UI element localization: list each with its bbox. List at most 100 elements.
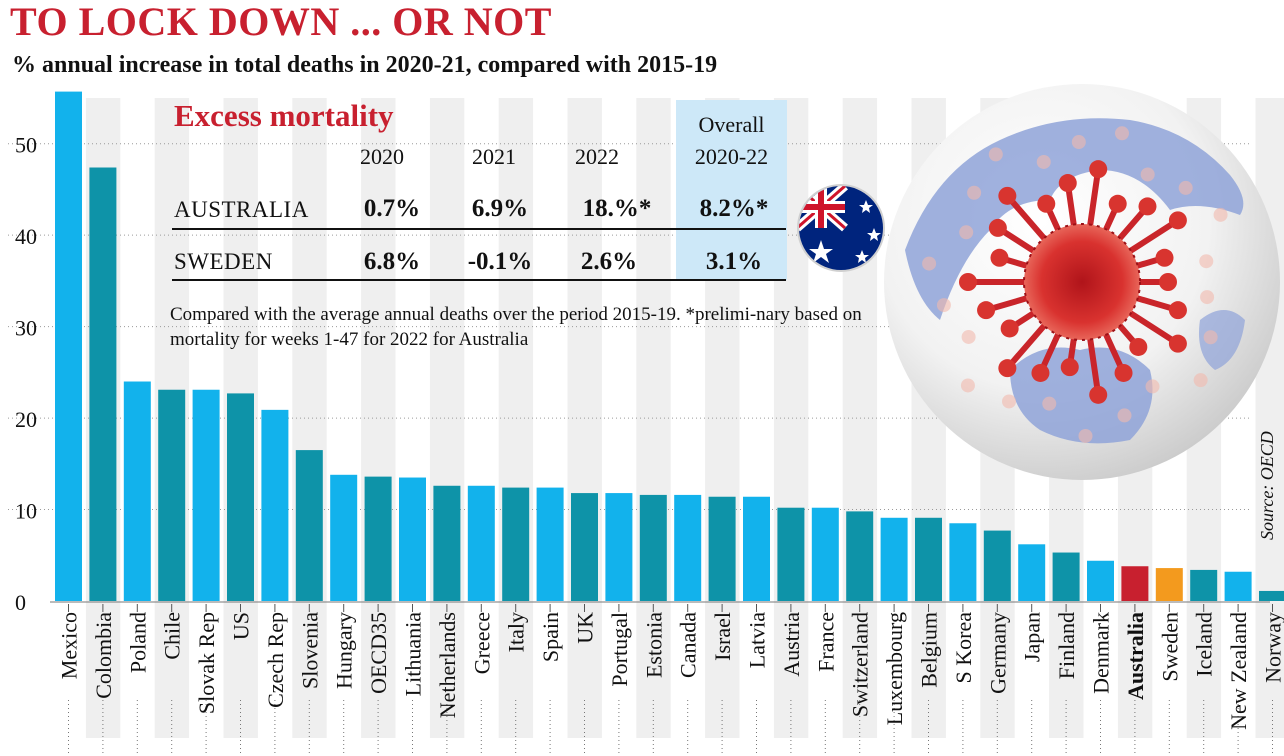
virus-halo <box>1117 408 1132 423</box>
x-tick-label: UK <box>573 612 598 644</box>
virus-spike <box>1086 330 1102 398</box>
y-tick-label: 30 <box>15 316 37 341</box>
bar-us <box>227 393 254 601</box>
bar-colombia <box>89 167 117 602</box>
virus-spike-head <box>977 301 996 320</box>
bar-austria <box>777 507 805 601</box>
virus-halo <box>1199 254 1214 269</box>
bar-chile <box>158 389 186 601</box>
virus-spike-head <box>988 218 1007 237</box>
x-tick-label: Switzerland <box>848 612 873 717</box>
x-tick-label: Luxembourg <box>882 612 907 725</box>
bar-uk <box>571 493 598 601</box>
table-row-country: AUSTRALIA <box>174 197 309 222</box>
virus-halo <box>1200 290 1215 305</box>
bar-slovenia <box>295 450 323 601</box>
bar-switzerland <box>846 511 874 601</box>
x-tick-label: Israel <box>710 612 735 661</box>
virus-halo <box>1115 126 1130 141</box>
x-tick-label: OECD35 <box>366 612 391 694</box>
virus-spike <box>1004 192 1051 246</box>
virus-spike-head <box>1031 363 1050 382</box>
bar-lithuania <box>399 477 426 601</box>
bar-portugal <box>605 493 633 601</box>
virus-halo <box>1002 394 1017 409</box>
overall-column-highlight <box>676 100 787 280</box>
virus-spike <box>1122 307 1181 347</box>
table-divider <box>172 228 786 230</box>
table-cell: 6.9% <box>471 195 529 222</box>
x-tick-label: Germany <box>985 612 1010 694</box>
table-title: Excess mortality <box>174 98 394 133</box>
virus-spike-head <box>1168 334 1187 353</box>
virus-spike-head <box>1060 358 1079 377</box>
bar-czech-rep <box>261 409 289 601</box>
bar-canada <box>674 494 702 601</box>
table-header-overall: Overall <box>698 112 765 137</box>
x-tick-label: Colombia <box>91 612 116 699</box>
bar-sweden <box>1155 568 1183 601</box>
y-tick-label: 10 <box>15 499 37 524</box>
bar-finland <box>1052 552 1080 601</box>
x-tick-label: Latvia <box>745 612 770 668</box>
x-tick-label: Greece <box>469 612 494 674</box>
x-tick-label: Iceland <box>1192 612 1217 677</box>
background-stripe <box>429 98 465 738</box>
bar-belgium <box>915 517 942 601</box>
bar-netherlands <box>433 485 461 601</box>
table-footnote: Compared with the average annual deaths … <box>170 304 862 350</box>
table-divider <box>172 279 786 281</box>
x-tick-label: Japan <box>1020 612 1045 662</box>
bar-estonia <box>639 494 667 601</box>
globe-virus-icon <box>884 84 1280 480</box>
virus-spike-head <box>1138 197 1157 216</box>
bar-spain <box>536 487 564 601</box>
bar-france <box>811 507 839 601</box>
virus-spike-head <box>1037 194 1056 213</box>
x-tick-label: Lithuania <box>401 612 426 697</box>
virus-halo <box>967 185 982 200</box>
bar-oecd35 <box>364 476 392 601</box>
x-tick-label: Portugal <box>607 612 632 687</box>
australia-flag-icon <box>797 184 885 272</box>
x-tick-label: Sweden <box>1157 612 1182 682</box>
virus-spike <box>1004 318 1051 372</box>
y-tick-label: 40 <box>15 224 37 249</box>
bar-slovak-rep <box>192 389 220 601</box>
x-tick-label: S Korea <box>951 612 976 684</box>
virus-spike-head <box>1000 319 1019 338</box>
x-tick-label: Belgium <box>917 612 942 688</box>
x-tick-label: Hungary <box>332 612 357 689</box>
virus-halo <box>1213 207 1228 222</box>
bars <box>55 91 1284 602</box>
virus-spike-head <box>1108 194 1127 213</box>
virus-halo <box>1140 167 1155 182</box>
virus-halo <box>960 378 975 393</box>
bar-israel <box>708 496 736 601</box>
virus-halo <box>1178 180 1193 195</box>
y-tick-label: 50 <box>15 133 37 158</box>
x-tick-label: Chile <box>160 612 185 660</box>
virus-spike-head <box>1155 248 1174 267</box>
chart-subtitle: % annual increase in total deaths in 202… <box>12 52 718 78</box>
x-tick-label: Austria <box>779 612 804 677</box>
y-axis-ticks: 0 10 20 30 40 50 <box>15 133 37 615</box>
table-cell: -0.1% <box>467 248 533 275</box>
x-tick-label: Mexico <box>57 612 82 679</box>
x-tick-label: Czech Rep <box>263 612 288 708</box>
virus-spike <box>1122 217 1181 257</box>
table-header-2021: 2021 <box>472 144 516 169</box>
virus-spike-head <box>1168 301 1187 320</box>
table-cell: 0.7% <box>363 195 421 222</box>
bar-poland <box>123 381 151 601</box>
bar-hungary <box>330 474 358 601</box>
table-cell: 6.8% <box>363 248 421 275</box>
bar-italy <box>502 487 530 601</box>
bar-greece <box>467 485 495 601</box>
table-cell: 2.6% <box>580 248 638 275</box>
table-cell: 18.%* <box>582 195 652 222</box>
x-tick-label: Poland <box>125 612 150 673</box>
virus-spike-head <box>1089 160 1108 179</box>
bar-norway <box>1259 590 1284 601</box>
bar-mexico <box>55 91 82 602</box>
